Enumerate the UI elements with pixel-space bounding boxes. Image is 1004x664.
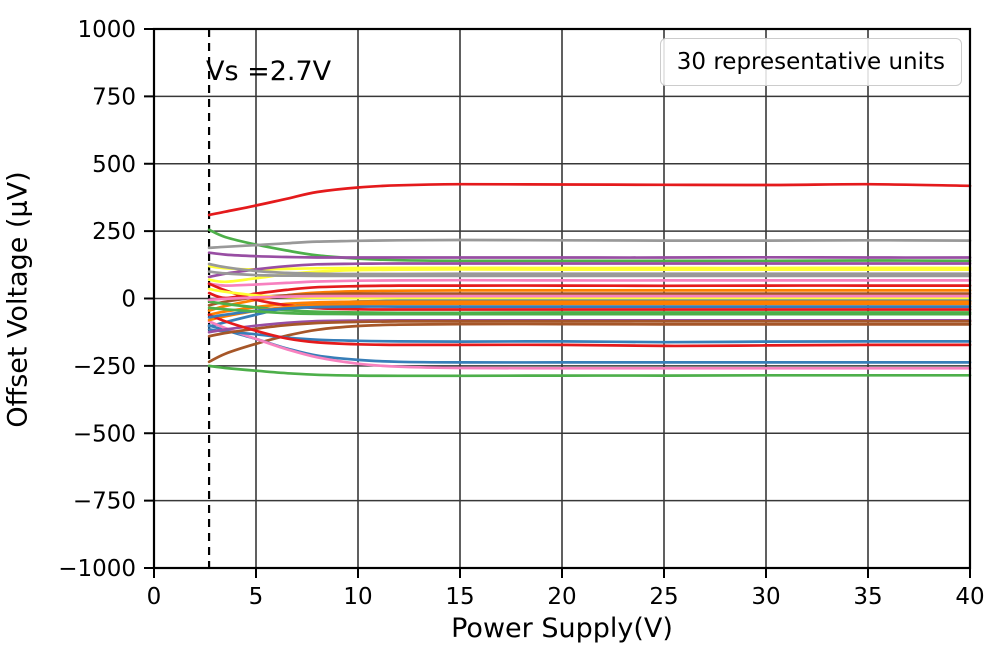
series-line-15 bbox=[207, 268, 972, 284]
y-tick-label: 750 bbox=[92, 84, 136, 110]
y-tick-label: 250 bbox=[92, 219, 136, 245]
series-line-9 bbox=[207, 238, 972, 250]
y-tick-label: 500 bbox=[92, 152, 136, 178]
y-tick-label: −750 bbox=[73, 489, 136, 515]
x-tick-label: 40 bbox=[955, 584, 984, 610]
x-tick-label: 25 bbox=[649, 584, 678, 610]
series-line-27 bbox=[207, 270, 972, 278]
series-line-25 bbox=[207, 320, 972, 338]
series-line-19 bbox=[207, 282, 972, 311]
x-tick-label: 0 bbox=[147, 584, 162, 610]
series-line-1 bbox=[207, 182, 972, 217]
x-tick-label: 15 bbox=[445, 584, 474, 610]
series-line-14 bbox=[207, 300, 972, 317]
legend-text: 30 representative units bbox=[676, 49, 945, 75]
series-line-24 bbox=[207, 287, 972, 300]
series-line-29 bbox=[207, 305, 972, 319]
y-axis-title: Offset Voltage (µV) bbox=[2, 171, 34, 428]
x-tick-label: 5 bbox=[249, 584, 264, 610]
series-line-13 bbox=[207, 262, 972, 279]
x-axis-title: Power Supply(V) bbox=[451, 613, 673, 644]
vs-annotation: Vs =2.7V bbox=[206, 56, 332, 87]
y-tick-label: 1000 bbox=[77, 17, 136, 43]
series-line-10 bbox=[207, 284, 972, 300]
series-line-20 bbox=[207, 328, 972, 344]
series-line-12 bbox=[207, 364, 972, 378]
x-tick-label: 10 bbox=[343, 584, 372, 610]
series-line-5 bbox=[207, 289, 972, 312]
x-tick-label: 20 bbox=[547, 584, 576, 610]
x-tick-label: 30 bbox=[751, 584, 780, 610]
series-line-8 bbox=[207, 278, 972, 287]
y-tick-label: 0 bbox=[121, 287, 136, 313]
y-tick-label: −1000 bbox=[58, 556, 136, 582]
y-tick-label: −500 bbox=[73, 421, 136, 447]
legend-box: 30 representative units bbox=[659, 38, 962, 86]
series-line-4 bbox=[207, 251, 972, 259]
y-tick-label: −250 bbox=[73, 354, 136, 380]
series-line-26 bbox=[207, 294, 972, 302]
series-line-17 bbox=[207, 320, 972, 370]
series-line-18 bbox=[207, 262, 972, 276]
x-tick-label: 35 bbox=[853, 584, 882, 610]
series-line-28 bbox=[207, 313, 972, 348]
series-line-30 bbox=[207, 306, 972, 316]
